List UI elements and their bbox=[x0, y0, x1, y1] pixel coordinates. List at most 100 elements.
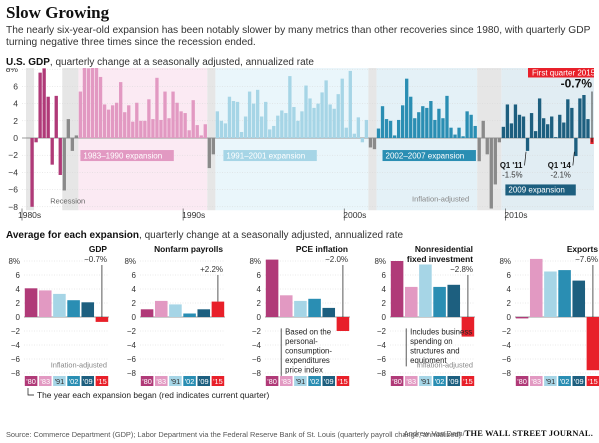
panel-y-tick-label: −6 bbox=[11, 355, 21, 364]
category-tag-bg bbox=[211, 376, 225, 386]
gdp-bar bbox=[62, 138, 66, 191]
gdp-bar bbox=[243, 116, 248, 138]
gdp-bar bbox=[392, 135, 397, 138]
category-tag: '80 bbox=[392, 377, 402, 386]
gdp-bar bbox=[356, 117, 361, 138]
category-tag: '09 bbox=[324, 377, 334, 386]
gdp-bar bbox=[529, 113, 534, 138]
recession-label: Recession bbox=[50, 196, 85, 205]
legend-note: The year each expansion began (red indic… bbox=[37, 390, 270, 400]
gdp-bar bbox=[578, 98, 582, 138]
category-tag-bg bbox=[81, 376, 95, 386]
category-tag: '91 bbox=[55, 377, 65, 386]
gdp-bar bbox=[30, 138, 34, 207]
category-tag-bg bbox=[294, 376, 307, 386]
panel-y-tick-label: −8 bbox=[502, 369, 512, 378]
gdp-bar bbox=[86, 68, 91, 138]
gdp-bar bbox=[78, 91, 83, 138]
source-note: Source: Commerce Department (GDP); Labor… bbox=[6, 430, 462, 439]
gdp-bar bbox=[461, 136, 465, 138]
panel-y-tick-label: 2 bbox=[16, 299, 21, 308]
annotation-label: Q1 '14 bbox=[548, 161, 572, 170]
panel-bar bbox=[197, 309, 211, 317]
gdp-bar bbox=[586, 119, 590, 138]
gdp-bar bbox=[70, 138, 75, 151]
expansion-label: 2002–2007 expansion bbox=[386, 151, 465, 160]
panel-bar bbox=[38, 290, 52, 317]
gdp-bar bbox=[207, 138, 211, 169]
panel-y-tick-label: 2 bbox=[257, 299, 262, 308]
panel-y-tick-label: 4 bbox=[382, 285, 387, 294]
panel-y-tick-label: 4 bbox=[257, 285, 262, 294]
gdp-bar bbox=[215, 111, 220, 138]
credit-author: Andrew Van Dam/ bbox=[403, 429, 465, 438]
panel-y-tick-label: −6 bbox=[377, 355, 387, 364]
category-tag-bg bbox=[433, 376, 446, 386]
gdp-bar bbox=[179, 111, 183, 138]
gdp-bar bbox=[384, 119, 389, 138]
panel-bar bbox=[154, 300, 168, 317]
gdp-bar bbox=[255, 89, 260, 138]
gdp-bar bbox=[131, 121, 135, 138]
gdp-bar bbox=[481, 120, 485, 138]
category-tag-bg bbox=[154, 376, 168, 386]
gdp-bar bbox=[417, 112, 421, 138]
gdp-bar bbox=[505, 104, 510, 138]
panel-inflation-note: Inflation-adjusted bbox=[51, 360, 107, 369]
gdp-bar bbox=[348, 70, 352, 138]
panel-y-tick-label: −2 bbox=[252, 327, 262, 336]
gdp-bar bbox=[106, 109, 111, 138]
panel-y-tick-label: −8 bbox=[11, 369, 21, 378]
callout-label: First quarter 2015 bbox=[532, 68, 596, 77]
panel-title: Nonresidential bbox=[415, 244, 473, 254]
panel-inflation-note: Inflation-adjusted bbox=[417, 360, 473, 369]
category-tag-bg bbox=[279, 376, 293, 386]
gdp-bar bbox=[574, 138, 578, 157]
gdp-bar bbox=[155, 77, 159, 138]
panel-note: consumption- bbox=[285, 346, 332, 355]
gdp-y-tick-label: −8 bbox=[8, 202, 18, 212]
panel-bar bbox=[322, 307, 336, 317]
panel-y-tick-label: −8 bbox=[127, 369, 137, 378]
expansion-band-2 bbox=[376, 68, 478, 211]
gdp-bar bbox=[554, 137, 558, 138]
panel-y-tick-label: 6 bbox=[132, 271, 137, 280]
gdp-bar bbox=[582, 95, 586, 138]
panel-value: −2.8% bbox=[450, 265, 473, 274]
publisher-name: THE WALL STREET JOURNAL. bbox=[464, 429, 593, 438]
gdp-bar bbox=[195, 125, 199, 138]
panel-bar bbox=[95, 317, 109, 322]
gdp-bar bbox=[320, 92, 324, 138]
panel-y-tick-label: −2 bbox=[127, 327, 137, 336]
gdp-bar bbox=[163, 91, 167, 138]
gdp-bar bbox=[352, 133, 356, 138]
panel-title: Nonfarm payrolls bbox=[154, 244, 223, 254]
panel-bar bbox=[265, 259, 279, 317]
gdp-bar bbox=[388, 120, 393, 138]
panel-bar bbox=[169, 304, 182, 317]
gdp-bar bbox=[413, 118, 417, 138]
gdp-bar bbox=[159, 119, 163, 138]
category-tag: '91 bbox=[546, 377, 556, 386]
panel-note: Includes business bbox=[410, 327, 472, 336]
gdp-bar bbox=[171, 91, 175, 138]
panel-bar bbox=[390, 261, 404, 317]
category-tag-bg bbox=[183, 376, 196, 386]
gdp-bar bbox=[199, 135, 203, 138]
callout-bg bbox=[528, 68, 594, 78]
category-tag-bg bbox=[197, 376, 211, 386]
gdp-bar bbox=[400, 105, 405, 138]
panel-title: GDP bbox=[89, 244, 108, 254]
gdp-bar bbox=[187, 130, 191, 138]
gdp-y-tick-label: 4 bbox=[13, 99, 18, 109]
panel-y-tick-label: 6 bbox=[16, 271, 21, 280]
panel-title: PCE inflation bbox=[296, 244, 348, 254]
gdp-bar bbox=[340, 78, 344, 138]
gdp-bar bbox=[90, 68, 95, 138]
gdp-bar bbox=[449, 127, 453, 138]
gdp-bar bbox=[123, 112, 127, 138]
panel-bar bbox=[279, 295, 293, 317]
gdp-bar bbox=[336, 94, 340, 138]
gdp-bar bbox=[114, 102, 119, 138]
panel-y-tick-label: −4 bbox=[11, 341, 21, 350]
